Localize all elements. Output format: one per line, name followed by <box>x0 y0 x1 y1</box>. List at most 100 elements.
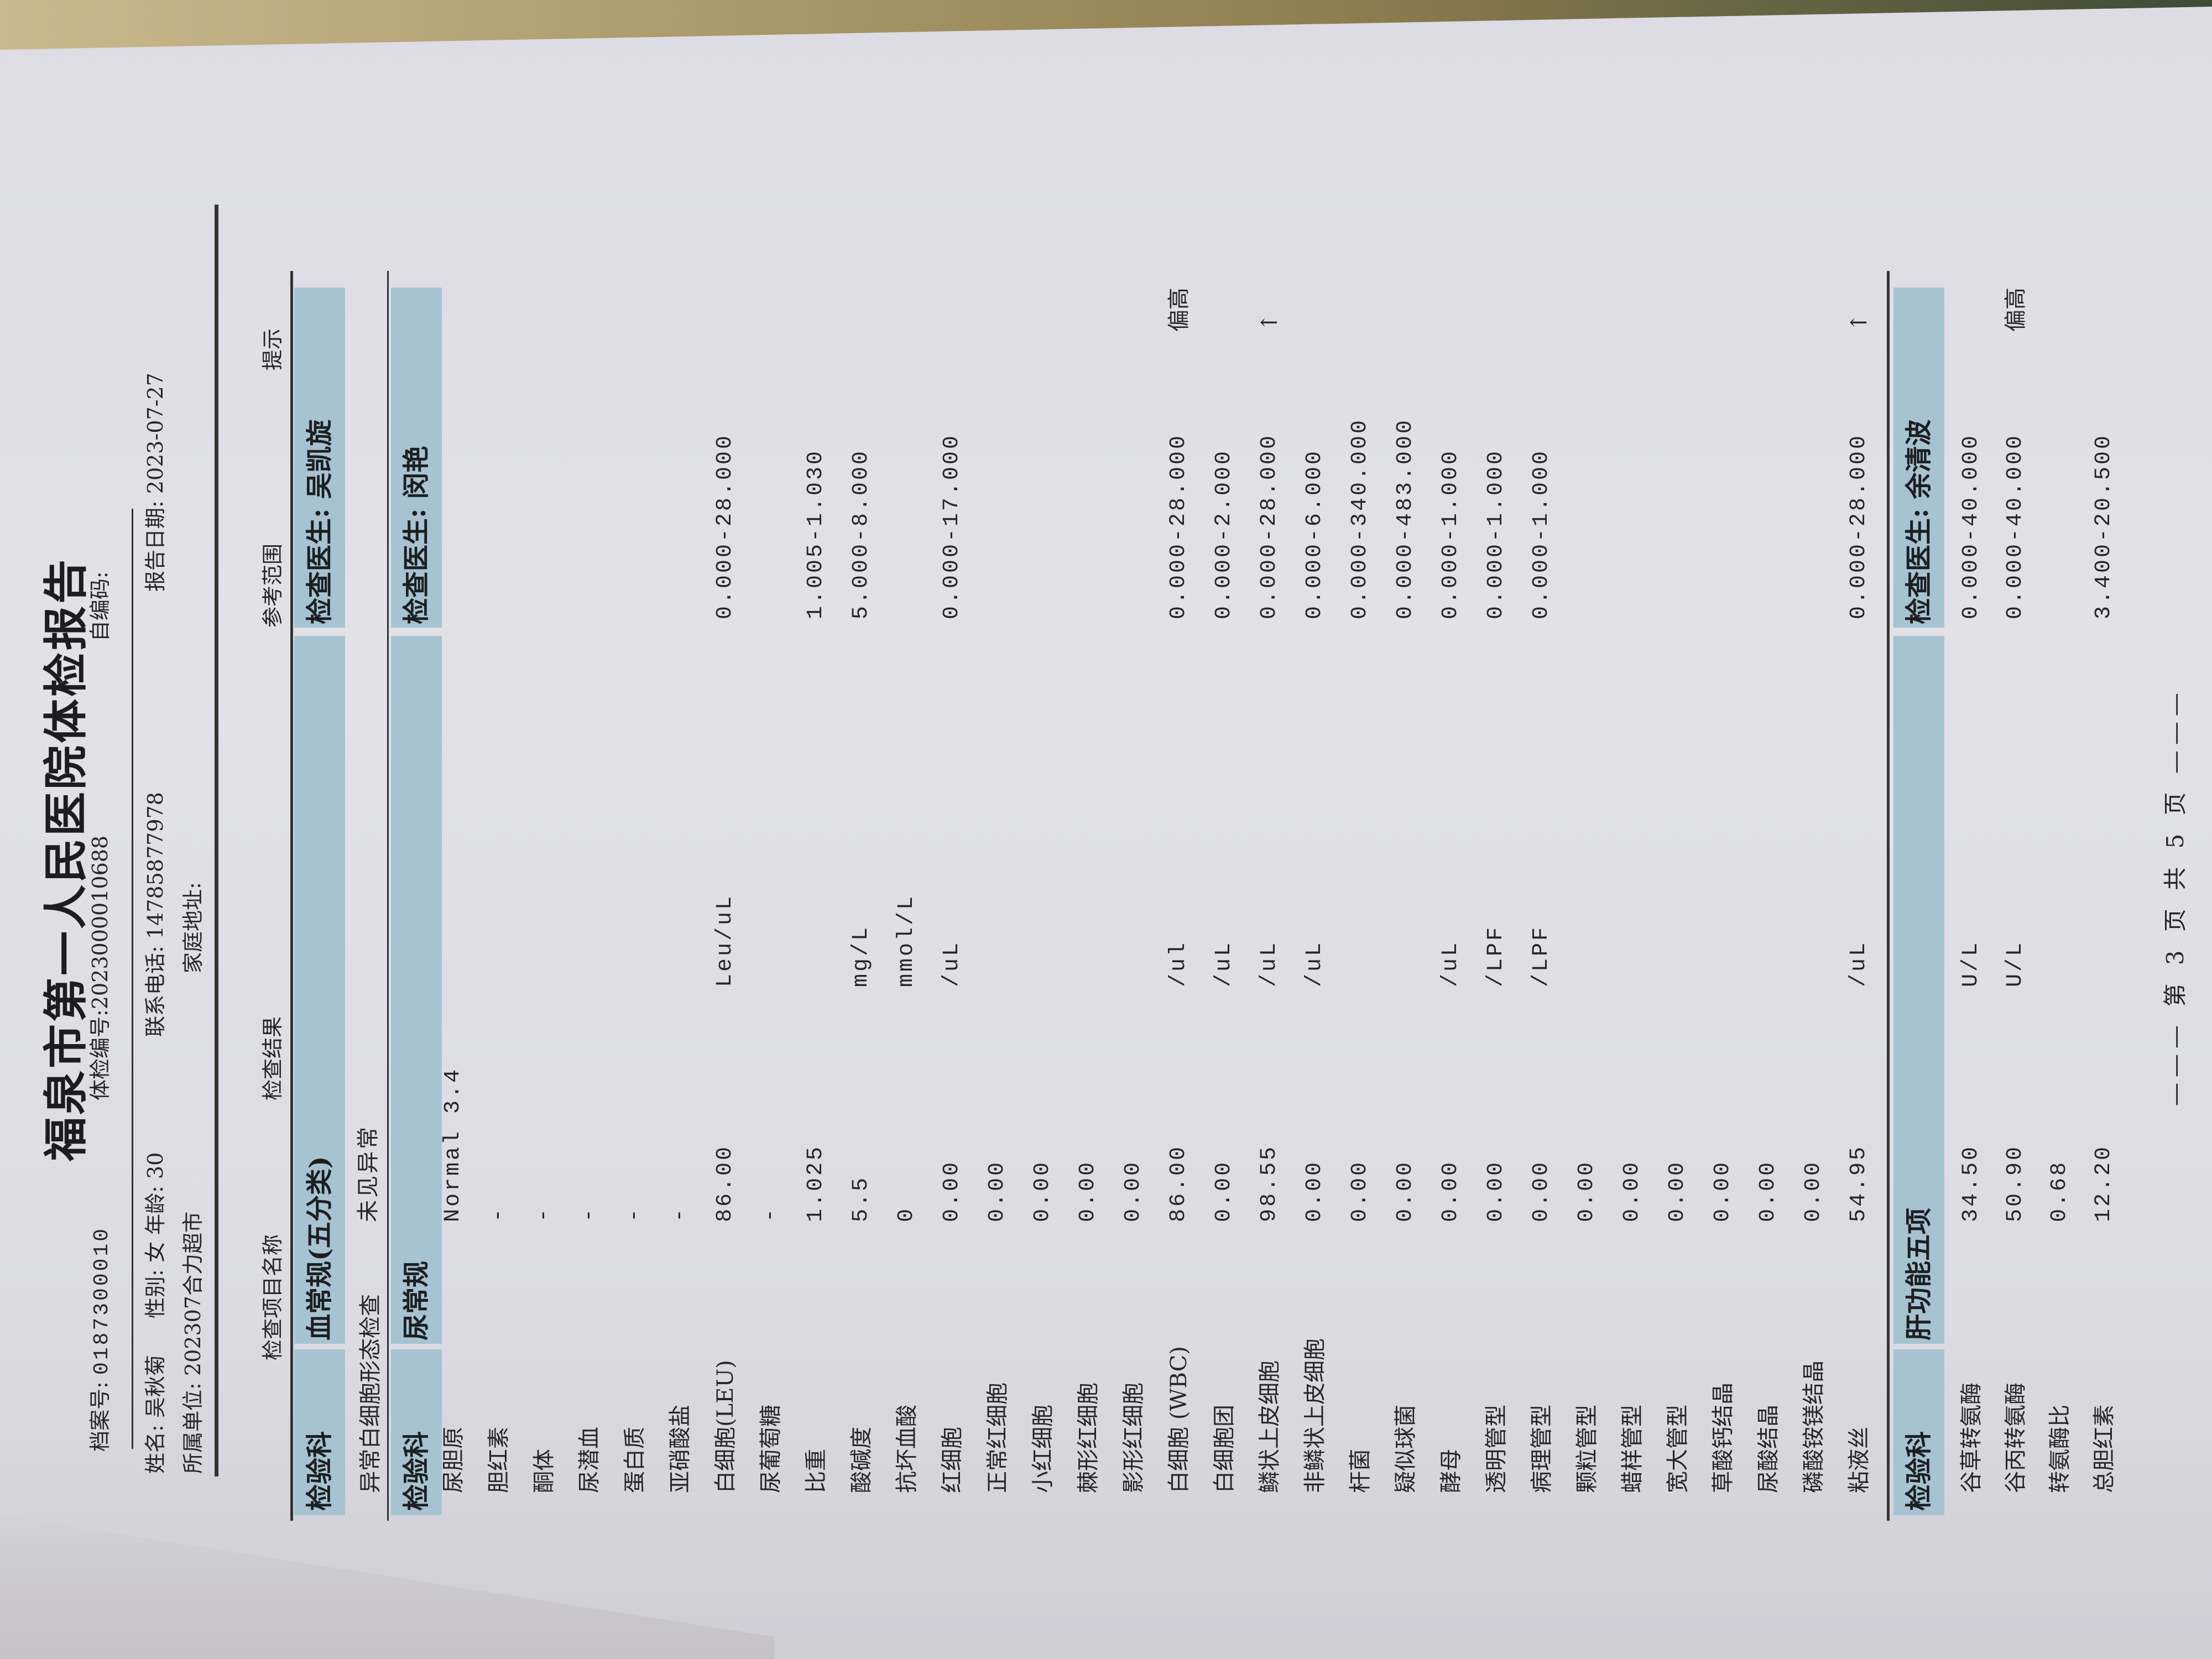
patient-sex-age: 性别: 女 年龄: 30 <box>138 1152 169 1318</box>
table-row: 宽大管型 0.00 <box>1661 0 1694 1659</box>
self-code-label: 自编码: <box>88 571 112 641</box>
item-name: 蜡样管型 <box>1620 1405 1645 1493</box>
item-hint: 偏高 <box>2003 288 2028 332</box>
item-result: 98.55 <box>1257 1144 1282 1222</box>
exam-no-value: 2023000010688 <box>88 835 112 1010</box>
item-name: 小红细胞 <box>1030 1405 1056 1493</box>
item-unit: /uL <box>1438 940 1463 987</box>
item-reference: 0.000-1.000 <box>1484 448 1509 619</box>
section-dept: 检验科 <box>391 1349 442 1515</box>
item-reference: 0.000-28.000 <box>1257 433 1282 619</box>
table-row: 病理管型 0.00/LPF 0.000-1.000 <box>1525 0 1558 1659</box>
item-unit: Leu/uL <box>713 894 738 987</box>
item-reference: 0.000-340.000 <box>1348 418 1373 619</box>
address-label: 家庭地址: <box>181 882 205 973</box>
item-reference: 5.000-8.000 <box>849 448 874 619</box>
item-name: 红细胞 <box>940 1427 965 1493</box>
table-row: 蜡样管型 0.00 <box>1616 0 1649 1659</box>
report-date-label: 报告日期: <box>143 500 168 592</box>
table-row: 转氨酶比 0.68 <box>2043 0 2077 1659</box>
section-rule <box>290 271 293 1521</box>
item-name: 正常红细胞 <box>985 1383 1010 1493</box>
table-row: 亚硝酸盐 - <box>664 0 697 1659</box>
item-result: - <box>622 1206 647 1222</box>
file-no-label: 档案号: <box>88 1381 112 1452</box>
patient-phone: 联系电话: 14785877978 <box>138 792 169 1037</box>
footer-dashes-right: ——— <box>2162 687 2189 774</box>
doctor-name: 余清波 <box>1903 419 1934 499</box>
item-result: 0 <box>894 1206 919 1222</box>
report-date-value: 2023-07-27 <box>143 373 168 494</box>
table-row: 酵母 0.00/uL 0.000-1.000 <box>1434 0 1468 1659</box>
item-result: 0.00 <box>1574 1160 1599 1222</box>
item-reference: 0.000-483.000 <box>1393 418 1418 619</box>
item-reference: 0.000-17.000 <box>940 433 964 619</box>
section-header-band: 检验科 尿常规 检查医生: 闵艳 <box>391 0 442 1659</box>
header-bottom-rule <box>215 205 218 1477</box>
table-row: 比重 1.025 1.005-1.030 <box>800 0 833 1659</box>
item-name: 转氨酶比 <box>2047 1405 2073 1493</box>
item-name: 尿潜血 <box>577 1427 602 1493</box>
item-result: 0.00 <box>1302 1160 1327 1222</box>
item-result: 54.95 <box>1846 1144 1871 1222</box>
table-row: 胆红素 - <box>482 0 515 1659</box>
item-result: 86.00 <box>713 1144 738 1222</box>
doctor-label: 检查医生: <box>401 508 432 624</box>
item-result: 未见异常 <box>358 1125 383 1222</box>
item-result: 0.00 <box>1756 1160 1781 1222</box>
item-result: 0.00 <box>1393 1160 1418 1222</box>
item-unit: U/L <box>1959 940 1984 987</box>
table-row: 影形红细胞 0.00 <box>1117 0 1150 1659</box>
table-row: 白细胞(LEU) 86.00 Leu/uL 0.000-28.000 <box>709 0 742 1659</box>
sex-value: 女 <box>143 1241 168 1263</box>
table-row: 磷酸铵镁结晶 0.00 <box>1797 0 1830 1659</box>
item-result: 0.00 <box>1030 1160 1055 1222</box>
item-result: - <box>531 1206 556 1222</box>
table-row: 尿潜血 - <box>573 0 606 1659</box>
table-row: 鳞状上皮细胞 98.55/uL 0.000-28.000 ↑ <box>1253 0 1286 1659</box>
table-row: 杆菌 0.00 0.000-340.000 <box>1344 0 1377 1659</box>
table-row: 尿葡萄糖 - <box>754 0 787 1659</box>
item-result: 0.68 <box>2047 1160 2072 1222</box>
item-unit: /uL <box>940 940 964 987</box>
table-row: 小红细胞 0.00 <box>1026 0 1060 1659</box>
item-result: Normal 3.4 <box>441 1067 466 1222</box>
table-row: 酮体 - <box>528 0 561 1659</box>
item-hint: ↑ <box>1257 313 1282 332</box>
item-unit: /LPF <box>1529 925 1554 987</box>
table-row: 异常白细胞形态检查 未见异常 <box>354 0 387 1659</box>
table-row: 透明管型 0.00/LPF 0.000-1.000 <box>1480 0 1513 1659</box>
table-row: 酸碱度 5.5 mg/L 5.000-8.000 <box>845 0 878 1659</box>
section-header-band: 检验科 血常规(五分类) 检查医生: 吴凯旋 <box>294 0 345 1659</box>
section-title: 肝功能五项 <box>1893 636 1944 1344</box>
item-name: 蛋白质 <box>622 1427 648 1493</box>
item-result: 0.00 <box>1438 1160 1463 1222</box>
item-reference: 0.000-1.000 <box>1529 448 1554 619</box>
item-name: 抗坏血酸 <box>894 1405 920 1493</box>
item-result: 0.00 <box>1801 1160 1826 1222</box>
item-result: - <box>486 1206 511 1222</box>
item-reference: 3.400-20.500 <box>2091 433 2116 619</box>
column-header-hint: 提示 <box>260 328 285 371</box>
item-result: 12.20 <box>2091 1144 2116 1222</box>
item-name: 草酸钙结晶 <box>1710 1383 1736 1493</box>
name-value: 吴秋菊 <box>143 1355 168 1418</box>
name-label: 姓名: <box>143 1425 168 1474</box>
item-name: 白细胞团 <box>1212 1405 1237 1493</box>
header-divider <box>132 509 133 1449</box>
item-name: 酵母 <box>1438 1449 1464 1493</box>
item-name: 非鳞状上皮细胞 <box>1302 1338 1328 1493</box>
doctor-name: 闵艳 <box>401 446 432 499</box>
table-row: 蛋白质 - <box>618 0 651 1659</box>
section-title: 血常规(五分类) <box>294 636 345 1344</box>
item-result: 34.50 <box>1959 1144 1984 1222</box>
footer-dashes-left: ——— <box>2162 1020 2189 1106</box>
item-name: 胆红素 <box>486 1427 512 1493</box>
item-unit: mg/L <box>849 925 874 987</box>
item-name: 颗粒管型 <box>1574 1405 1600 1493</box>
item-result: - <box>667 1206 692 1222</box>
item-name: 总胆红素 <box>2091 1405 2117 1493</box>
patient-unit: 所属单位: 202307合力超市 <box>176 1212 206 1474</box>
item-hint: ↑ <box>1846 313 1872 332</box>
